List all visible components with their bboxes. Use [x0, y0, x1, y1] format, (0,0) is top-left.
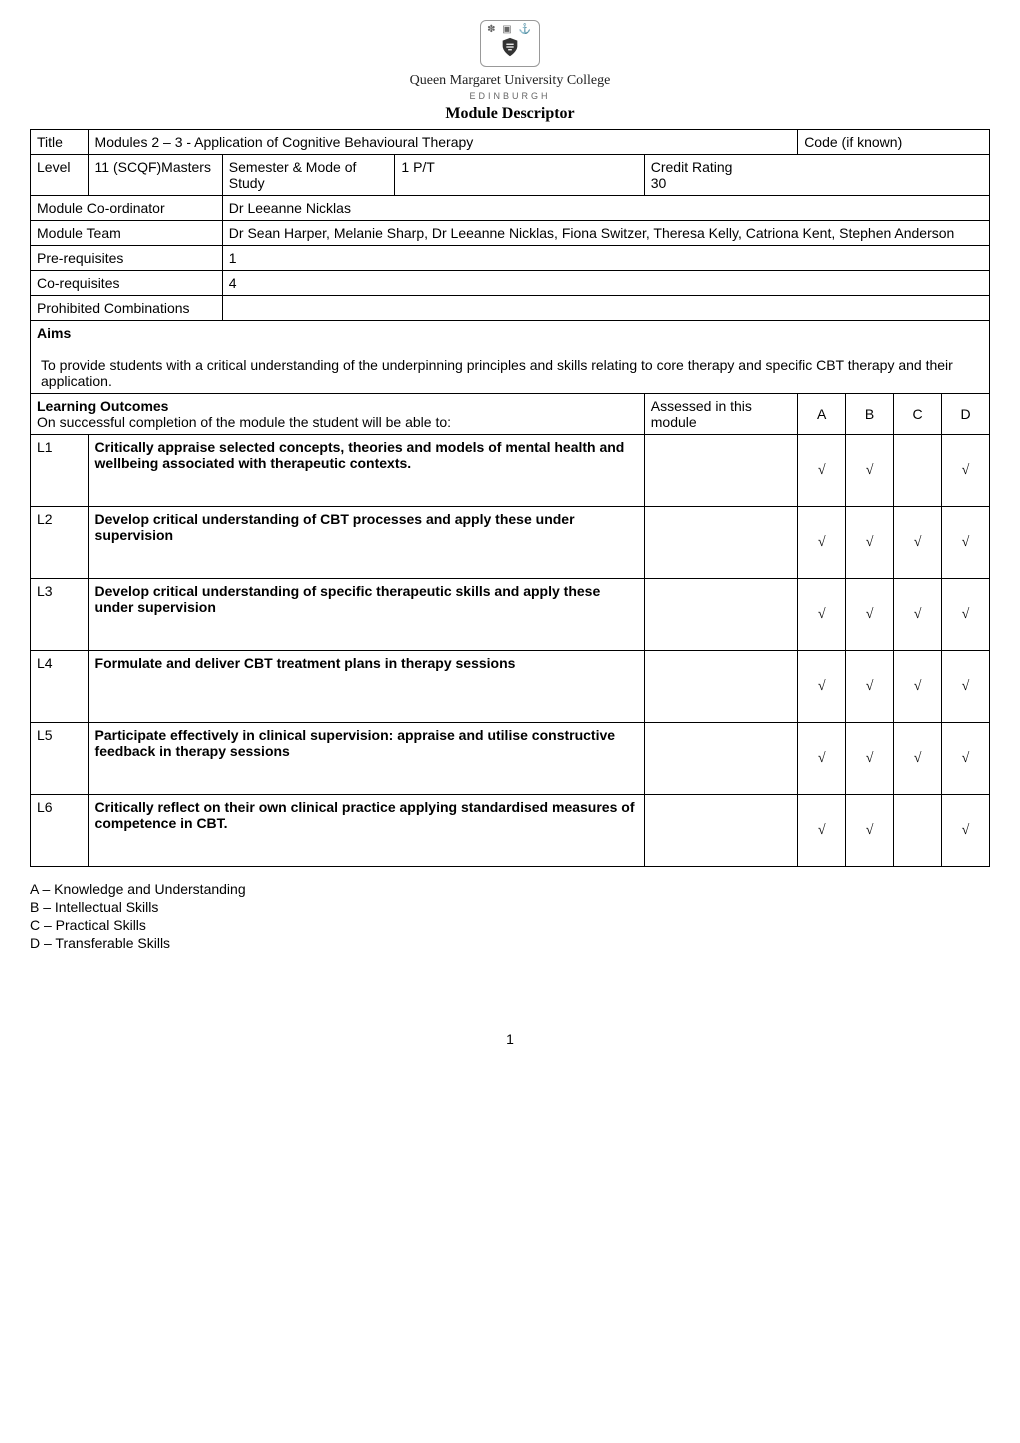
- coord-value: Dr Leeanne Nicklas: [222, 196, 989, 221]
- semester-value: 1 P/T: [395, 155, 644, 196]
- lo-subheading: On successful completion of the module t…: [37, 414, 451, 430]
- prereq-value: 1: [222, 246, 989, 271]
- lo-b: √: [846, 507, 894, 579]
- module-table: Title Modules 2 – 3 - Application of Cog…: [30, 129, 990, 867]
- lo-id: L5: [31, 723, 89, 795]
- aims-heading: Aims: [37, 325, 983, 341]
- lo-a: √: [798, 795, 846, 867]
- lo-header-cell: Learning Outcomes On successful completi…: [31, 394, 645, 435]
- lo-id: L1: [31, 435, 89, 507]
- lo-id: L3: [31, 579, 89, 651]
- lo-text: Develop critical understanding of specif…: [88, 579, 644, 651]
- lo-c: [894, 435, 942, 507]
- lo-assessed: [644, 795, 797, 867]
- col-d: D: [942, 394, 990, 435]
- legend: A – Knowledge and Understanding B – Inte…: [30, 881, 990, 951]
- page-number: 1: [30, 1031, 990, 1047]
- title-label: Title: [31, 130, 89, 155]
- lo-a: √: [798, 579, 846, 651]
- lo-assessed: [644, 651, 797, 723]
- lo-heading: Learning Outcomes: [37, 398, 168, 414]
- lo-id: L6: [31, 795, 89, 867]
- lo-text: Critically appraise selected concepts, t…: [88, 435, 644, 507]
- document-title: Module Descriptor: [30, 105, 990, 123]
- shield-icon: [499, 36, 521, 58]
- lo-c: √: [894, 507, 942, 579]
- lo-c: √: [894, 651, 942, 723]
- coord-label: Module Co-ordinator: [31, 196, 223, 221]
- lo-assessed: [644, 579, 797, 651]
- prohib-label: Prohibited Combinations: [31, 296, 223, 321]
- lo-c: √: [894, 723, 942, 795]
- lo-d: √: [942, 579, 990, 651]
- lo-d: √: [942, 435, 990, 507]
- team-label: Module Team: [31, 221, 223, 246]
- logo-frame: ✽ ▣ ⚓: [480, 20, 540, 67]
- coreq-label: Co-requisites: [31, 271, 223, 296]
- module-title: Modules 2 – 3 - Application of Cognitive…: [88, 130, 798, 155]
- legend-d: D – Transferable Skills: [30, 935, 990, 951]
- lo-c: [894, 795, 942, 867]
- logo-block: ✽ ▣ ⚓ Queen Margaret University College …: [30, 20, 990, 123]
- level-label: Level: [31, 155, 89, 196]
- lo-a: √: [798, 435, 846, 507]
- col-a: A: [798, 394, 846, 435]
- team-value: Dr Sean Harper, Melanie Sharp, Dr Leeann…: [222, 221, 989, 246]
- lo-b: √: [846, 651, 894, 723]
- aims-text: To provide students with a critical unde…: [37, 357, 983, 389]
- prereq-label: Pre-requisites: [31, 246, 223, 271]
- lo-c: √: [894, 579, 942, 651]
- logo-dots: ✽ ▣ ⚓: [487, 24, 533, 35]
- lo-a: √: [798, 507, 846, 579]
- col-b: B: [846, 394, 894, 435]
- legend-c: C – Practical Skills: [30, 917, 990, 933]
- lo-assessed: [644, 435, 797, 507]
- legend-a: A – Knowledge and Understanding: [30, 881, 990, 897]
- lo-d: √: [942, 507, 990, 579]
- legend-b: B – Intellectual Skills: [30, 899, 990, 915]
- lo-text: Critically reflect on their own clinical…: [88, 795, 644, 867]
- level-value: 11 (SCQF)Masters: [88, 155, 222, 196]
- lo-d: √: [942, 795, 990, 867]
- university-city: EDINBURGH: [30, 91, 990, 101]
- assessed-label: Assessed in this module: [644, 394, 797, 435]
- lo-b: √: [846, 795, 894, 867]
- lo-d: √: [942, 651, 990, 723]
- prohib-value: [222, 296, 989, 321]
- lo-assessed: [644, 507, 797, 579]
- lo-b: √: [846, 435, 894, 507]
- code-label: Code (if known): [798, 130, 990, 155]
- lo-b: √: [846, 723, 894, 795]
- lo-text: Formulate and deliver CBT treatment plan…: [88, 651, 644, 723]
- col-c: C: [894, 394, 942, 435]
- lo-a: √: [798, 723, 846, 795]
- university-name: Queen Margaret University College: [30, 73, 990, 89]
- lo-a: √: [798, 651, 846, 723]
- lo-b: √: [846, 579, 894, 651]
- semester-label: Semester & Mode of Study: [222, 155, 395, 196]
- credit-label: Credit Rating: [651, 159, 733, 175]
- credit-value: 30: [651, 175, 667, 191]
- aims-cell: Aims To provide students with a critical…: [31, 321, 990, 394]
- lo-text: Develop critical understanding of CBT pr…: [88, 507, 644, 579]
- lo-text: Participate effectively in clinical supe…: [88, 723, 644, 795]
- lo-assessed: [644, 723, 797, 795]
- lo-id: L4: [31, 651, 89, 723]
- lo-d: √: [942, 723, 990, 795]
- coreq-value: 4: [222, 271, 989, 296]
- lo-id: L2: [31, 507, 89, 579]
